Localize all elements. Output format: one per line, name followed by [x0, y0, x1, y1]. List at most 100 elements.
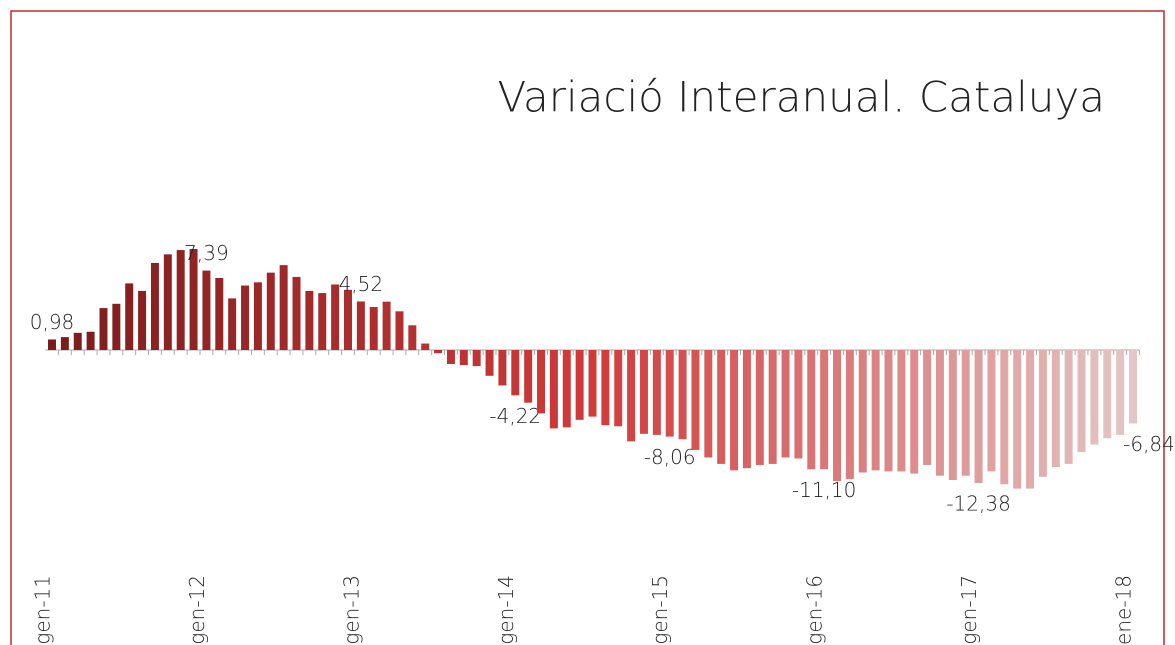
bar: [652, 350, 661, 435]
bar: [549, 350, 558, 429]
bar: [228, 298, 237, 350]
bar: [845, 350, 854, 479]
bar: [292, 276, 301, 350]
bar: [343, 289, 352, 350]
bar: [820, 350, 829, 470]
bar: [434, 350, 443, 354]
bar: [871, 350, 880, 471]
x-tick-label: gen-16: [803, 575, 827, 645]
bar: [1038, 350, 1047, 477]
bar: [948, 350, 957, 481]
bar: [627, 350, 636, 442]
bar: [897, 350, 906, 472]
bar: [331, 284, 340, 350]
bar: [614, 350, 623, 427]
bar: [446, 350, 455, 364]
x-tick-label: gen-17: [957, 575, 981, 645]
chart-border: [10, 10, 1165, 645]
chart-title: Variació Interanual. Cataluya: [497, 73, 1105, 122]
bar: [923, 350, 932, 465]
bar: [253, 282, 262, 350]
bar: [833, 350, 842, 482]
bar: [665, 350, 674, 437]
bar: [794, 350, 803, 459]
bar: [86, 331, 95, 350]
bar: [678, 350, 687, 440]
bar: [1051, 350, 1060, 468]
bar: [48, 339, 56, 350]
bar: [1116, 350, 1125, 435]
bar: [807, 350, 816, 470]
bar: [511, 350, 520, 396]
bar: [910, 350, 919, 474]
bar: [176, 250, 185, 350]
data-label: -8,06: [644, 445, 696, 469]
bar: [99, 308, 108, 350]
x-tick-label: gen-11: [31, 575, 55, 645]
bar: [1090, 350, 1099, 445]
bar: [266, 272, 275, 350]
bar: [125, 283, 134, 350]
bar: [537, 350, 546, 414]
bar: [524, 350, 533, 403]
bar: [408, 325, 417, 350]
bar: [858, 350, 867, 473]
bar: [356, 301, 365, 350]
x-tick-label: gen-15: [648, 575, 672, 645]
bar: [1026, 350, 1035, 489]
bar: [138, 290, 147, 350]
bar: [755, 350, 764, 465]
bar: [588, 350, 597, 417]
bar: [202, 270, 211, 350]
bar: [717, 350, 726, 464]
bar: [961, 350, 970, 476]
bar: [305, 290, 314, 350]
data-label: 7,39: [184, 241, 229, 265]
bar: [163, 254, 172, 350]
bar: [215, 278, 224, 350]
bar: [575, 350, 584, 420]
bar: [189, 249, 198, 350]
data-label: 4,52: [339, 272, 384, 296]
bar: [730, 350, 739, 471]
bar: [974, 350, 983, 484]
bar: [884, 350, 893, 472]
data-label: -12,38: [946, 492, 1010, 516]
bar: [279, 265, 288, 350]
bar: [768, 350, 777, 464]
bar: [562, 350, 571, 428]
bar: [691, 350, 700, 450]
bar: [742, 350, 751, 469]
bar: [241, 285, 250, 350]
bar: [382, 301, 391, 350]
bar: [421, 343, 430, 350]
bar: [459, 350, 468, 366]
bar: [150, 262, 159, 350]
bar: [987, 350, 996, 472]
data-label: -6,84: [1123, 432, 1175, 456]
bar: [1013, 350, 1022, 489]
x-tick-label: gen-13: [339, 575, 363, 645]
bar: [395, 311, 404, 350]
x-tick-label: ene-18: [1112, 575, 1136, 645]
bar: [1000, 350, 1009, 485]
bar: [1129, 350, 1137, 424]
bar: [601, 350, 610, 426]
bar: [781, 350, 790, 458]
bar: [1103, 350, 1112, 439]
x-tick-label: gen-12: [185, 575, 209, 645]
bar: [1064, 350, 1073, 464]
bar: [318, 293, 327, 350]
bar: [369, 307, 378, 350]
bar: [485, 350, 494, 376]
bar: [1077, 350, 1086, 453]
bar: [639, 350, 648, 434]
bar: [112, 303, 121, 350]
bar: [472, 350, 481, 367]
data-label: 0,98: [30, 310, 75, 334]
bar: [704, 350, 713, 458]
bar: [498, 350, 507, 386]
data-label: -11,10: [792, 478, 856, 502]
